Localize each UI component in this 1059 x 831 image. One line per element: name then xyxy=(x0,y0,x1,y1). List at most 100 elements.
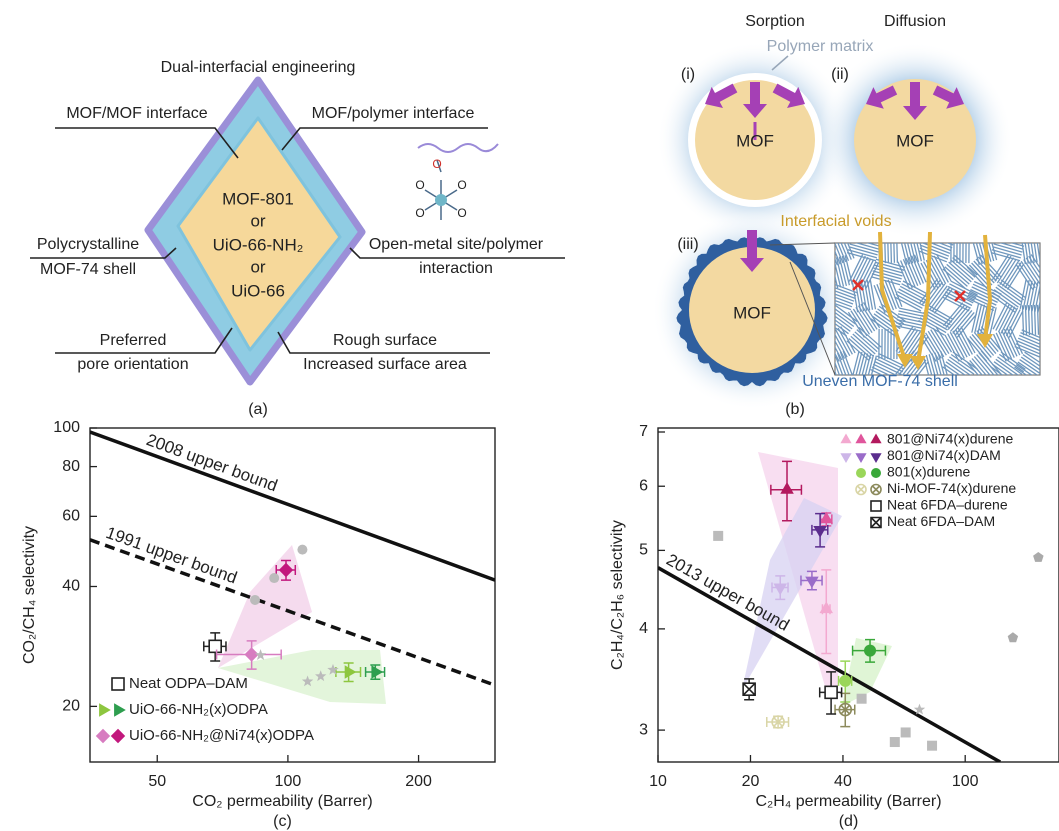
callout: Open-metal site/polymer xyxy=(369,236,544,253)
panel-caption: (b) xyxy=(785,401,805,418)
data-point xyxy=(250,595,260,605)
case-label: (i) xyxy=(681,66,695,83)
data-point xyxy=(1033,552,1044,562)
matrix-label: Polymer matrix xyxy=(767,38,874,55)
legend-marker xyxy=(111,729,125,743)
y-axis-label: CO₂/CH₄ selectivity xyxy=(21,526,38,664)
legend-label: 801(x)durene xyxy=(887,464,970,480)
callout: Increased surface area xyxy=(303,356,467,373)
legend-marker xyxy=(114,703,126,717)
mof-label: MOF xyxy=(733,303,771,322)
x-axis-label: C₂H₄ permeability (Barrer) xyxy=(755,793,941,810)
data-point xyxy=(864,645,876,657)
callout: pore orientation xyxy=(77,356,188,373)
panel-b: Sorption Diffusion Polymer matrix (i) (i… xyxy=(652,13,1050,418)
legend-marker xyxy=(855,434,866,444)
legend-marker xyxy=(99,703,111,717)
core-label: UiO-66 xyxy=(231,281,285,300)
data-point xyxy=(209,640,221,652)
data-point xyxy=(297,545,307,555)
data-point xyxy=(890,737,900,747)
atom: O xyxy=(457,206,466,220)
legend-label: Neat 6FDA–durene xyxy=(887,497,1008,513)
mof-label: MOF xyxy=(736,131,774,150)
y-tick-label: 3 xyxy=(639,721,648,738)
y-tick-label: 7 xyxy=(639,423,648,440)
panel-title: Dual-interfacial engineering xyxy=(161,59,356,76)
figure: Dual-interfacial engineering MOF-801 or … xyxy=(0,0,1059,831)
bound-label: 1991 upper bound xyxy=(103,523,239,588)
atom: O xyxy=(415,206,424,220)
x-tick-label: 100 xyxy=(275,773,302,790)
legend-marker xyxy=(870,453,881,463)
legend-marker xyxy=(871,468,881,478)
x-tick-label: 100 xyxy=(952,773,979,790)
legend-label: Neat ODPA–DAM xyxy=(129,675,248,692)
y-tick-label: 20 xyxy=(62,698,80,715)
case-label: (ii) xyxy=(831,66,849,83)
mof-label: MOF xyxy=(896,131,934,150)
y-tick-label: 100 xyxy=(53,419,80,436)
panel-caption: (c) xyxy=(273,813,292,830)
page: { "panel_a": {"title": "Dual-interfacial… xyxy=(0,0,1059,831)
x-tick-label: 10 xyxy=(649,773,667,790)
voids-label: Interfacial voids xyxy=(780,213,891,230)
atom: O xyxy=(432,157,441,171)
legend-label: UiO-66-NH₂(x)ODPA xyxy=(129,701,268,718)
data-point xyxy=(713,531,723,541)
y-tick-label: 4 xyxy=(639,620,648,637)
legend-marker xyxy=(856,485,866,495)
data-point xyxy=(269,573,279,583)
legend-marker xyxy=(96,729,110,743)
legend-label: UiO-66-NH₂@Ni74(x)ODPA xyxy=(129,727,314,744)
legend-marker xyxy=(871,518,881,528)
callout: MOF-74 shell xyxy=(40,261,136,278)
data-point xyxy=(901,727,911,737)
column-header: Sorption xyxy=(745,13,805,30)
y-axis-label: C₂H₄/C₂H₆ selectivity xyxy=(609,520,626,670)
data-point xyxy=(255,649,266,660)
atom: O xyxy=(415,178,424,192)
legend-marker xyxy=(112,678,124,690)
data-point xyxy=(857,694,867,704)
column-header: Diffusion xyxy=(884,13,946,30)
x-tick-label: 50 xyxy=(148,773,166,790)
callout: Rough surface xyxy=(333,332,437,349)
data-point xyxy=(839,675,851,687)
bound-label: 2008 upper bound xyxy=(144,430,280,495)
callout-line xyxy=(282,128,488,150)
data-point xyxy=(927,741,937,751)
x-tick-label: 200 xyxy=(405,773,432,790)
data-point xyxy=(1008,632,1018,642)
legend-marker xyxy=(870,434,881,444)
data-point xyxy=(743,683,755,695)
callout: interaction xyxy=(419,260,493,277)
legend-marker xyxy=(855,453,866,463)
callout: Preferred xyxy=(100,332,167,349)
panel-caption: (a) xyxy=(248,401,268,418)
legend-label: Neat 6FDA–DAM xyxy=(887,513,995,529)
core-label: UiO-66-NH₂ xyxy=(213,235,304,254)
y-tick-label: 5 xyxy=(639,542,648,559)
data-point xyxy=(825,686,837,698)
y-tick-label: 80 xyxy=(62,458,80,475)
core-label: or xyxy=(250,211,265,230)
legend-label: Ni-MOF-74(x)durene xyxy=(887,480,1016,496)
shaded-region xyxy=(218,545,312,668)
legend-marker xyxy=(840,434,851,444)
x-axis-label: CO₂ permeability (Barrer) xyxy=(192,793,372,810)
y-tick-label: 40 xyxy=(62,578,80,595)
shell-label: Uneven MOF-74 shell xyxy=(802,373,958,390)
legend-marker xyxy=(840,453,851,463)
legend-marker xyxy=(871,501,881,511)
legend-label: 801@Ni74(x)DAM xyxy=(887,447,1001,463)
y-tick-label: 60 xyxy=(62,508,80,525)
x-tick-label: 20 xyxy=(742,773,760,790)
callout: MOF/polymer interface xyxy=(312,105,475,122)
callout: Polycrystalline xyxy=(37,236,139,253)
core-label: or xyxy=(250,257,265,276)
x-tick-label: 40 xyxy=(834,773,852,790)
y-tick-label: 6 xyxy=(639,477,648,494)
legend-marker xyxy=(856,468,866,478)
legend-marker xyxy=(871,485,881,495)
